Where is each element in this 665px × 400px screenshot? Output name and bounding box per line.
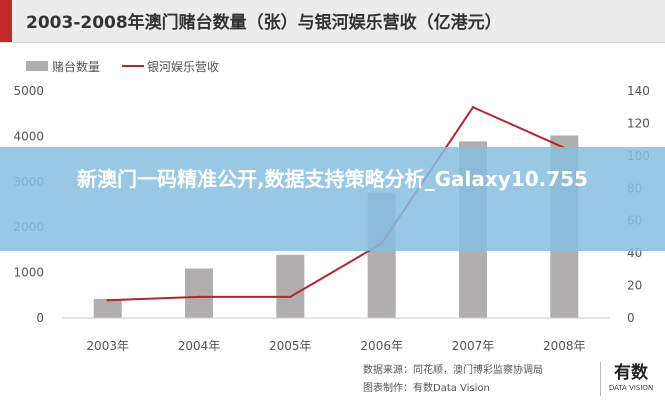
legend-bar-label: 赌台数量 xyxy=(52,59,100,74)
right-tick-label: 120 xyxy=(627,116,650,130)
x-tick-label: 2003年 xyxy=(86,339,129,353)
source-note: 数据来源：同花顺，澳门博彩监察协调局 图表制作：有数Data Vision xyxy=(363,362,595,398)
title-bar: 2003-2008年澳门赌台数量（张）与银河娱乐营收（亿港元） xyxy=(0,0,665,43)
revenue-point-2007年 xyxy=(471,106,475,109)
logo: 有数 DATA VISION xyxy=(600,362,661,396)
logo-sub-text: DATA VISION xyxy=(608,384,654,392)
right-tick-label: 20 xyxy=(627,279,642,293)
title-accent xyxy=(0,0,12,42)
right-tick-label: 140 xyxy=(627,84,650,98)
x-tick-label: 2006年 xyxy=(360,339,403,353)
left-tick-label: 4000 xyxy=(13,129,44,143)
bar-2005年 xyxy=(276,254,305,318)
x-tick-label: 2004年 xyxy=(178,339,221,353)
bar-2004年 xyxy=(185,268,213,318)
x-tick-label: 2008年 xyxy=(543,339,586,353)
left-tick-label: 0 xyxy=(36,311,44,325)
chart-title: 2003-2008年澳门赌台数量（张）与银河娱乐营收（亿港元） xyxy=(26,13,502,33)
left-tick-label: 5000 xyxy=(13,84,44,98)
right-tick-label: 0 xyxy=(627,311,635,325)
legend-line-label: 银河娱乐营收 xyxy=(147,60,219,74)
revenue-point-2005年 xyxy=(289,295,292,299)
revenue-point-2003年 xyxy=(106,299,109,302)
source-line-1: 数据来源：同花顺，澳门博彩监察协调局 xyxy=(363,365,543,376)
x-tick-label: 2007年 xyxy=(452,339,495,353)
x-axis: 2003年 2004年 2005年 2006年 2007年 2008年 xyxy=(86,339,585,353)
source-line-2: 图表制作：有数Data Vision xyxy=(363,383,490,394)
x-tick-label: 2005年 xyxy=(269,339,312,353)
overlay-banner: 新澳门一码精准公开,数据支持策略分析_Galaxy10.755 xyxy=(0,147,665,251)
bar-2003年 xyxy=(93,298,122,318)
logo-main-text: 有数 xyxy=(614,363,648,383)
left-tick-label: 1000 xyxy=(13,266,44,280)
banner-text: 新澳门一码精准公开,数据支持策略分析_Galaxy10.755 xyxy=(77,167,588,191)
revenue-point-2004年 xyxy=(197,295,201,299)
revenue-line xyxy=(107,105,565,302)
legend: 赌台数量 银河娱乐营收 xyxy=(26,59,219,74)
legend-bar-swatch xyxy=(26,61,48,71)
